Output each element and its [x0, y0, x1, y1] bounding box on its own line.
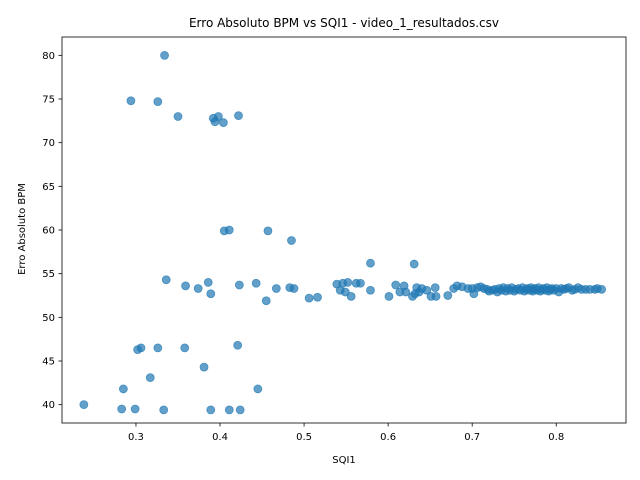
data-point-14	[180, 343, 190, 353]
data-point-6	[235, 405, 245, 415]
x-axis: 0.3 0.4 0.5 0.6 0.7 0.8	[128, 423, 564, 443]
data-point-2	[130, 404, 140, 414]
data-point-30	[224, 225, 234, 235]
data-point-39	[218, 118, 228, 127]
data-point-38	[213, 112, 223, 121]
data-point-26	[271, 284, 281, 293]
x-tick-label-2: 0.5	[296, 432, 312, 443]
data-point-15	[233, 340, 243, 350]
data-point-58	[409, 259, 419, 269]
data-point-51	[366, 258, 375, 268]
data-point-20	[161, 275, 171, 285]
data-point-13	[153, 343, 163, 353]
data-point-49	[355, 278, 365, 288]
data-point-22	[193, 284, 203, 293]
y-tick-label-8: 80	[42, 51, 55, 62]
data-point-63	[422, 285, 432, 295]
y-tick-label-3: 55	[42, 269, 55, 280]
data-point-7	[118, 384, 128, 394]
data-point-32	[287, 236, 296, 245]
data-point-47	[346, 291, 356, 301]
data-point-23	[203, 277, 213, 287]
x-tick-label-4: 0.7	[464, 432, 480, 443]
data-point-127	[597, 284, 607, 294]
data-point-66	[431, 291, 441, 301]
y-tick-label-7: 75	[42, 95, 55, 106]
y-axis: 40 45 50 55 60 65 70 75 80	[42, 51, 62, 411]
x-tick-label-1: 0.4	[212, 432, 228, 443]
plot-area	[79, 50, 607, 415]
data-point-52	[384, 291, 394, 301]
data-point-33	[126, 96, 136, 106]
y-tick-label-5: 65	[42, 182, 55, 193]
data-point-53	[391, 280, 401, 290]
data-point-35	[173, 112, 183, 121]
x-tick-label-0: 0.3	[128, 432, 144, 443]
data-point-0	[79, 400, 89, 410]
data-point-67	[443, 291, 453, 300]
data-point-16	[206, 289, 216, 299]
y-tick-label-6: 70	[42, 138, 55, 149]
data-point-56	[401, 287, 411, 297]
data-point-41	[160, 50, 169, 60]
data-point-45	[340, 287, 350, 297]
y-axis-title: Erro Absoluto BPM	[17, 183, 28, 275]
x-tick-label-3: 0.6	[380, 432, 396, 443]
y-tick-label-2: 50	[42, 313, 55, 324]
data-point-3	[159, 405, 169, 415]
data-point-21	[181, 281, 190, 291]
x-axis-title: SQI1	[332, 455, 356, 466]
data-point-50	[366, 285, 375, 295]
y-tick-label-0: 40	[42, 400, 55, 411]
data-point-31	[263, 226, 273, 236]
data-point-1	[117, 404, 127, 414]
data-point-17	[261, 296, 271, 306]
data-point-8	[253, 384, 263, 394]
data-point-28	[289, 284, 299, 293]
chart-title: Erro Absoluto BPM vs SQI1 - video_1_resu…	[189, 16, 499, 30]
data-point-9	[145, 373, 155, 382]
y-tick-label-4: 60	[42, 226, 55, 237]
data-point-18	[304, 293, 314, 303]
y-tick-label-1: 45	[42, 356, 55, 367]
data-point-34	[153, 97, 163, 107]
data-point-24	[234, 280, 244, 290]
data-point-40	[234, 111, 243, 120]
x-tick-label-5: 0.8	[548, 432, 564, 443]
data-point-5	[224, 405, 234, 415]
data-point-4	[206, 405, 216, 415]
data-point-10	[199, 362, 209, 372]
data-point-46	[343, 277, 353, 287]
data-point-25	[251, 278, 261, 288]
data-point-19	[313, 292, 322, 302]
plot-frame	[61, 36, 627, 424]
data-point-12	[136, 343, 146, 353]
data-point-65	[430, 283, 440, 293]
